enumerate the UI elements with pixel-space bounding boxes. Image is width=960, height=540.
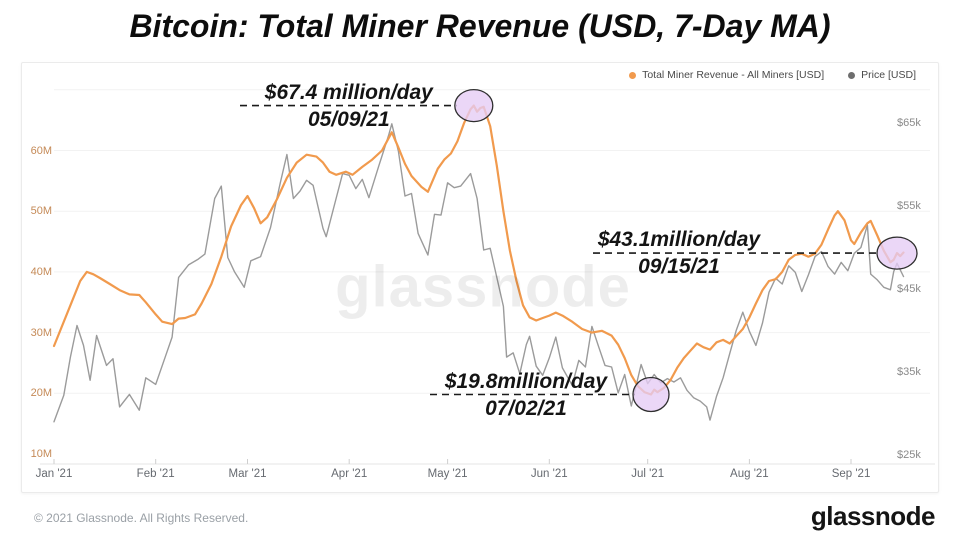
y-left-tick-label: 50M [30, 205, 52, 218]
annotation-date: 05/09/21 [307, 107, 390, 131]
y-right-tick-label: $25k [897, 449, 921, 461]
x-tick-label: Mar '21 [228, 468, 267, 480]
y-left-tick-label: 10M [30, 448, 52, 460]
y-right-tick-label: $65k [897, 117, 921, 129]
x-tick-label: Apr '21 [331, 468, 368, 480]
y-right-tick-label: $55k [897, 200, 921, 212]
x-tick-label: May '21 [427, 468, 468, 480]
y-left-tick-label: 40M [30, 265, 52, 278]
x-tick-label: Jun '21 [530, 468, 568, 480]
y-right-tick-label: $45k [897, 283, 921, 295]
legend-label: Price [USD] [861, 69, 916, 81]
x-tick-label: Aug '21 [730, 468, 769, 480]
legend-dot-icon [848, 71, 856, 79]
chart-card [21, 62, 939, 493]
annotation-date: 09/15/21 [638, 255, 720, 279]
annotation: $43.1million/day 09/15/21 [598, 226, 760, 280]
annotation-label: $19.8million/day [444, 369, 608, 393]
chart-legend: Total Miner Revenue - All Miners [USD] Pr… [605, 68, 916, 82]
annotation: $67.4 million/day 05/09/21 [265, 79, 433, 133]
legend-label: Total Miner Revenue - All Miners [USD] [642, 69, 825, 81]
x-tick-label: Jan '21 [35, 468, 73, 480]
x-tick-label: Jul '21 [631, 468, 665, 480]
y-right-tick-label: $35k [897, 366, 921, 378]
y-left-tick-label: 20M [30, 387, 52, 400]
annotation-label: $67.4 million/day [264, 80, 433, 104]
annotation-date: 07/02/21 [485, 396, 567, 420]
legend-item[interactable]: Price [USD] [848, 69, 916, 81]
annotation-label: $43.1million/day [597, 228, 761, 252]
page-title: Bitcoin: Total Miner Revenue (USD, 7-Day… [129, 8, 831, 44]
legend-dot-icon [629, 71, 637, 79]
x-tick-label: Feb '21 [136, 468, 175, 480]
legend-item[interactable]: Total Miner Revenue - All Miners [USD] [629, 69, 824, 81]
footer-copyright: © 2021 Glassnode. All Rights Reserved. [34, 511, 249, 525]
annotation: $19.8million/day 07/02/21 [445, 368, 607, 422]
glassnode-logo: glassnode [810, 501, 936, 531]
y-left-tick-label: 30M [30, 326, 52, 339]
x-tick-label: Sep '21 [831, 468, 871, 480]
y-left-tick-label: 60M [30, 144, 52, 157]
